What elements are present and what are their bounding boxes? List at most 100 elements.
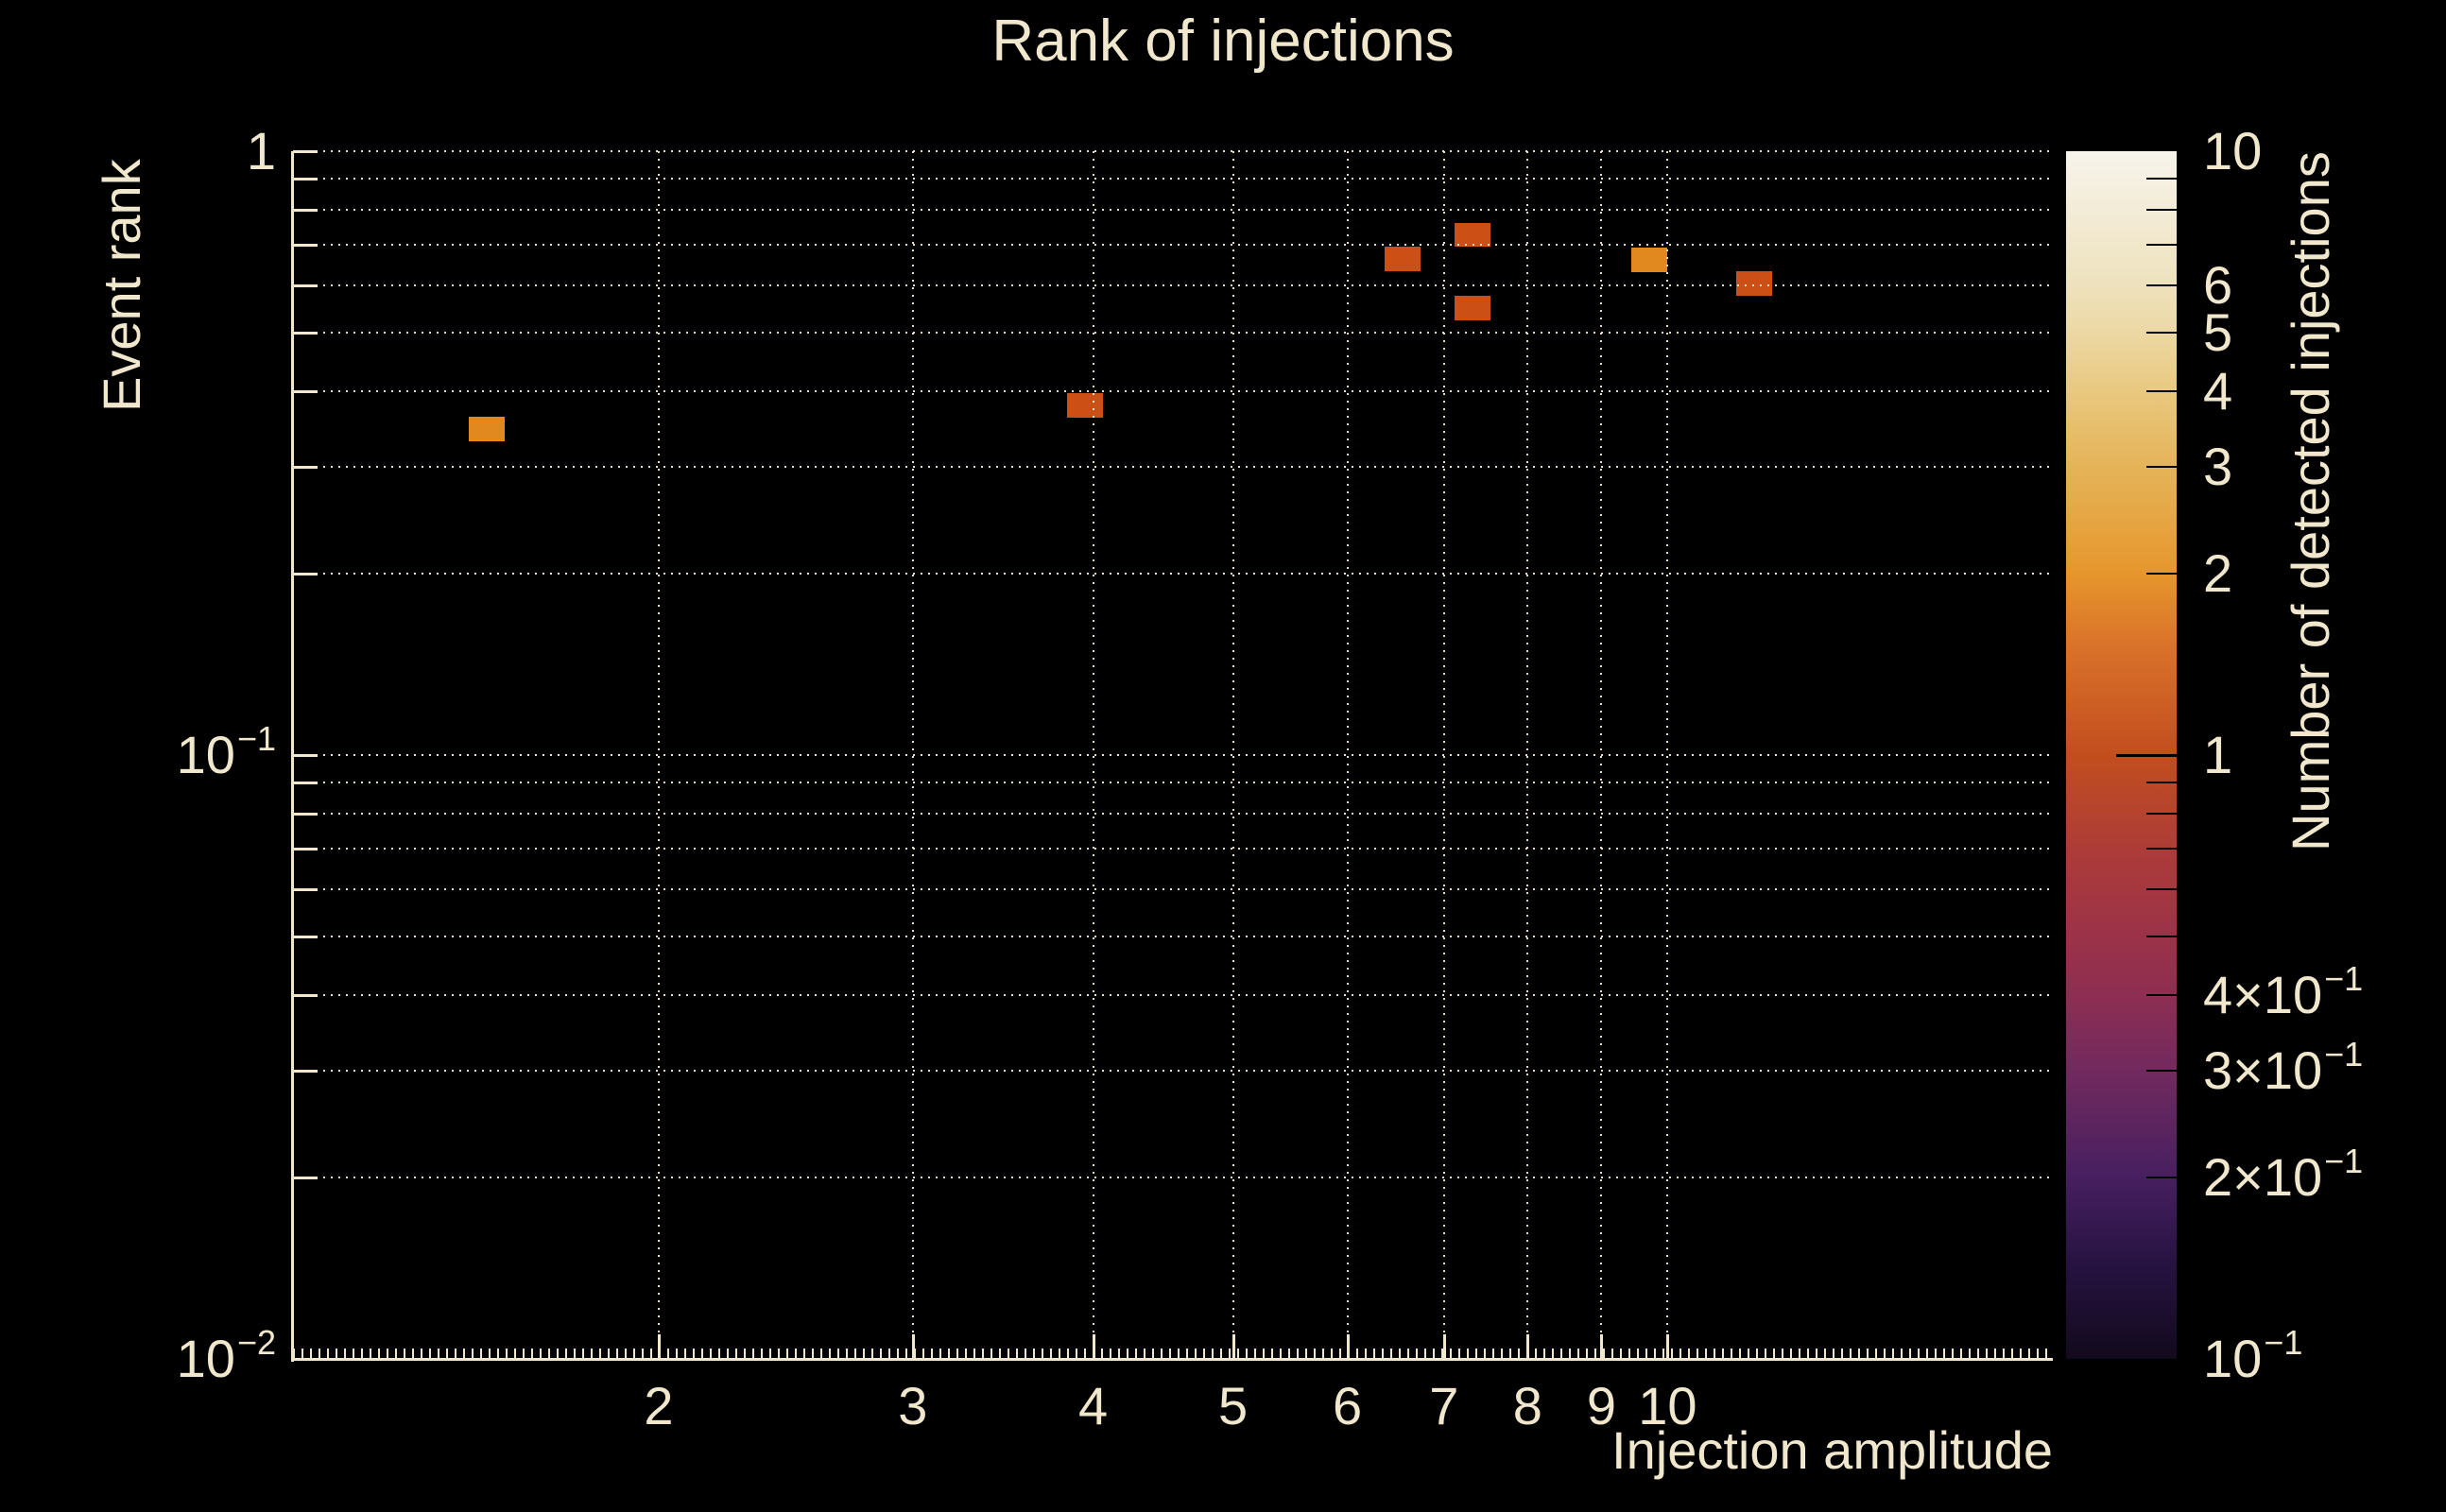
x-tick [1600,1334,1604,1359]
y-gridline [293,847,2053,850]
colorbar-tick-label-exponent: −1 [2324,959,2364,999]
y-tick-label-base: 10 [176,725,235,784]
y-gridline [293,208,2053,211]
y-gridline [293,572,2053,575]
colorbar-tick-label-base: 2×10 [2203,1146,2323,1207]
y-tick-label-base: 10 [176,1329,235,1388]
y-gridline [293,994,2053,997]
colorbar-minor-tick [2146,572,2177,575]
x-tick [911,1334,915,1359]
colorbar-tick-label-exponent: −1 [2324,1141,2364,1180]
y-gridline [293,1176,2053,1178]
chart-title: Rank of injections [991,9,1455,74]
y-axis-label: Event rank [92,159,151,412]
heatmap-cell [1455,222,1491,248]
y-tick [293,466,318,470]
colorbar-tick-label-base: 3 [2203,437,2233,497]
y-tick-label-exponent: −1 [236,719,276,758]
x-tick-label-base: 3 [898,1376,928,1435]
x-tick [1442,1334,1446,1359]
y-tick-label: 1 [0,118,276,184]
colorbar-minor-tick [2146,887,2177,890]
y-tick-label-exponent: −2 [236,1323,276,1362]
y-tick [293,178,318,181]
x-tick [1346,1334,1350,1359]
heatmap-cell [1736,271,1773,297]
x-tick [657,1334,661,1359]
y-tick-label-base: 1 [246,121,276,180]
colorbar-minor-tick [2146,208,2177,211]
x-tick-label-base: 8 [1512,1376,1542,1435]
x-tick-label: 7 [1369,1373,1520,1439]
y-tick [293,1176,318,1179]
y-gridline [293,754,2053,756]
x-tick-label: 2 [583,1373,734,1439]
y-tick [293,812,318,816]
heatmap-cell [1455,295,1491,320]
y-tick [293,243,318,247]
y-gridline [293,782,2053,784]
x-tick [1092,1334,1095,1359]
heatmap-cell [1630,247,1667,272]
colorbar-minor-tick [2146,994,2177,997]
y-gridline [293,1070,2053,1073]
y-tick [293,284,318,287]
heatmap-cell [1384,247,1421,272]
x-tick-label-base: 4 [1078,1376,1109,1435]
colorbar-tick-label-exponent: −1 [2264,1323,2303,1362]
y-tick [293,332,318,335]
y-gridline [293,332,2053,335]
y-tick [293,150,318,153]
colorbar-tick-label-base: 3×10 [2203,1040,2323,1101]
x-tick-label-base: 9 [1586,1376,1617,1435]
colorbar-tick-label: 3×10−1 [2203,1035,2363,1110]
y-gridline [293,390,2053,393]
y-gridline [293,812,2053,815]
colorbar-minor-tick [2146,332,2177,335]
y-gridline [293,466,2053,469]
y-tick [293,887,318,891]
colorbar-tick-label: 10 [2203,118,2262,184]
heatmap-cell [1067,393,1104,419]
x-tick [1526,1334,1530,1359]
y-gridline [293,887,2053,890]
colorbar-minor-tick [2146,284,2177,286]
y-tick-label: 10−1 [0,719,276,795]
x-axis-spine [293,1358,2053,1361]
x-tick-label-base: 6 [1332,1376,1363,1435]
colorbar-minor-tick [2146,782,2177,784]
colorbar-tick-label: 2 [2203,541,2232,607]
y-tick [293,1070,318,1074]
y-tick [293,936,318,939]
colorbar-tick-label: 4×10−1 [2203,959,2364,1035]
colorbar-label: Number of detected injections [2281,151,2340,851]
colorbar-tick-label: 10−1 [2203,1323,2303,1399]
x-tick-label: 9 [1525,1373,1677,1439]
colorbar-major-tick [2116,754,2177,757]
colorbar-tick-label: 1 [2203,722,2232,788]
x-tick-label-base: 5 [1218,1376,1249,1435]
colorbar-tick-label-base: 6 [2203,254,2233,315]
y-axis-spine [291,151,294,1362]
colorbar-minor-tick [2146,243,2177,246]
colorbar-tick-label: 2×10−1 [2203,1141,2364,1217]
colorbar-tick-label: 5 [2203,300,2232,366]
colorbar-minor-tick [2146,847,2177,850]
colorbar-minor-tick [2146,812,2177,815]
colorbar-tick-label-base: 10 [2203,1329,2263,1388]
y-gridline [293,284,2053,286]
colorbar-minor-tick [2146,466,2177,469]
y-gridline [293,936,2053,938]
colorbar-tick-label-base: 2 [2203,542,2233,603]
y-tick [293,754,318,757]
y-gridline [293,243,2053,246]
colorbar-minor-tick [2146,178,2177,180]
y-gridline [293,178,2053,180]
y-gridline [293,150,2053,152]
x-axis-label: Injection amplitude [1611,1420,2053,1480]
x-tick-label: 10 [1592,1373,1743,1439]
x-tick-label: 6 [1272,1373,1423,1439]
colorbar-tick-label-base: 4 [2203,361,2233,421]
y-tick [293,390,318,394]
